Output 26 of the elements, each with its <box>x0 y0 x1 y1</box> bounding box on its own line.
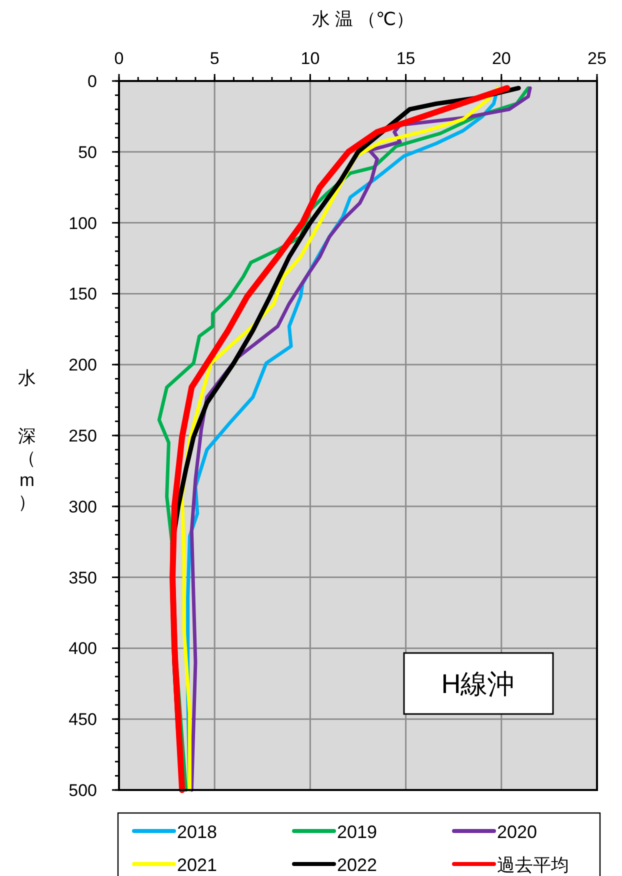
x-tick-label: 5 <box>210 49 220 68</box>
annotation: H線沖 <box>441 669 515 699</box>
y-tick-label: 350 <box>68 568 97 588</box>
x-tick-label: 20 <box>492 49 511 68</box>
y-tick-label: 100 <box>68 214 97 233</box>
x-axis-title: 水 温 （℃） <box>312 9 414 29</box>
x-tick-label: 10 <box>300 49 320 68</box>
x-tick-label: 25 <box>588 49 606 68</box>
y-tick-label: 300 <box>68 497 97 516</box>
y-tick-label: 450 <box>68 710 97 730</box>
legend-label: 2020 <box>497 822 538 842</box>
x-tick-label: 15 <box>396 49 416 68</box>
y-tick-label: 200 <box>68 356 97 375</box>
legend-label: 2019 <box>337 822 378 842</box>
y-tick-label: 150 <box>68 284 97 304</box>
y-tick-label: 50 <box>78 142 97 162</box>
legend-label: 2018 <box>177 822 218 842</box>
legend-label: 2022 <box>337 855 378 875</box>
x-tick-label: 0 <box>114 49 124 68</box>
y-tick-label: 250 <box>68 426 97 446</box>
legend-label: 過去平均 <box>497 855 569 875</box>
y-tick-label: 0 <box>88 72 97 91</box>
y-tick-label: 400 <box>68 639 97 658</box>
legend-label: 2021 <box>177 855 218 875</box>
y-tick-label: 500 <box>68 781 97 800</box>
y-axis-title: 水深（m） <box>18 368 36 512</box>
